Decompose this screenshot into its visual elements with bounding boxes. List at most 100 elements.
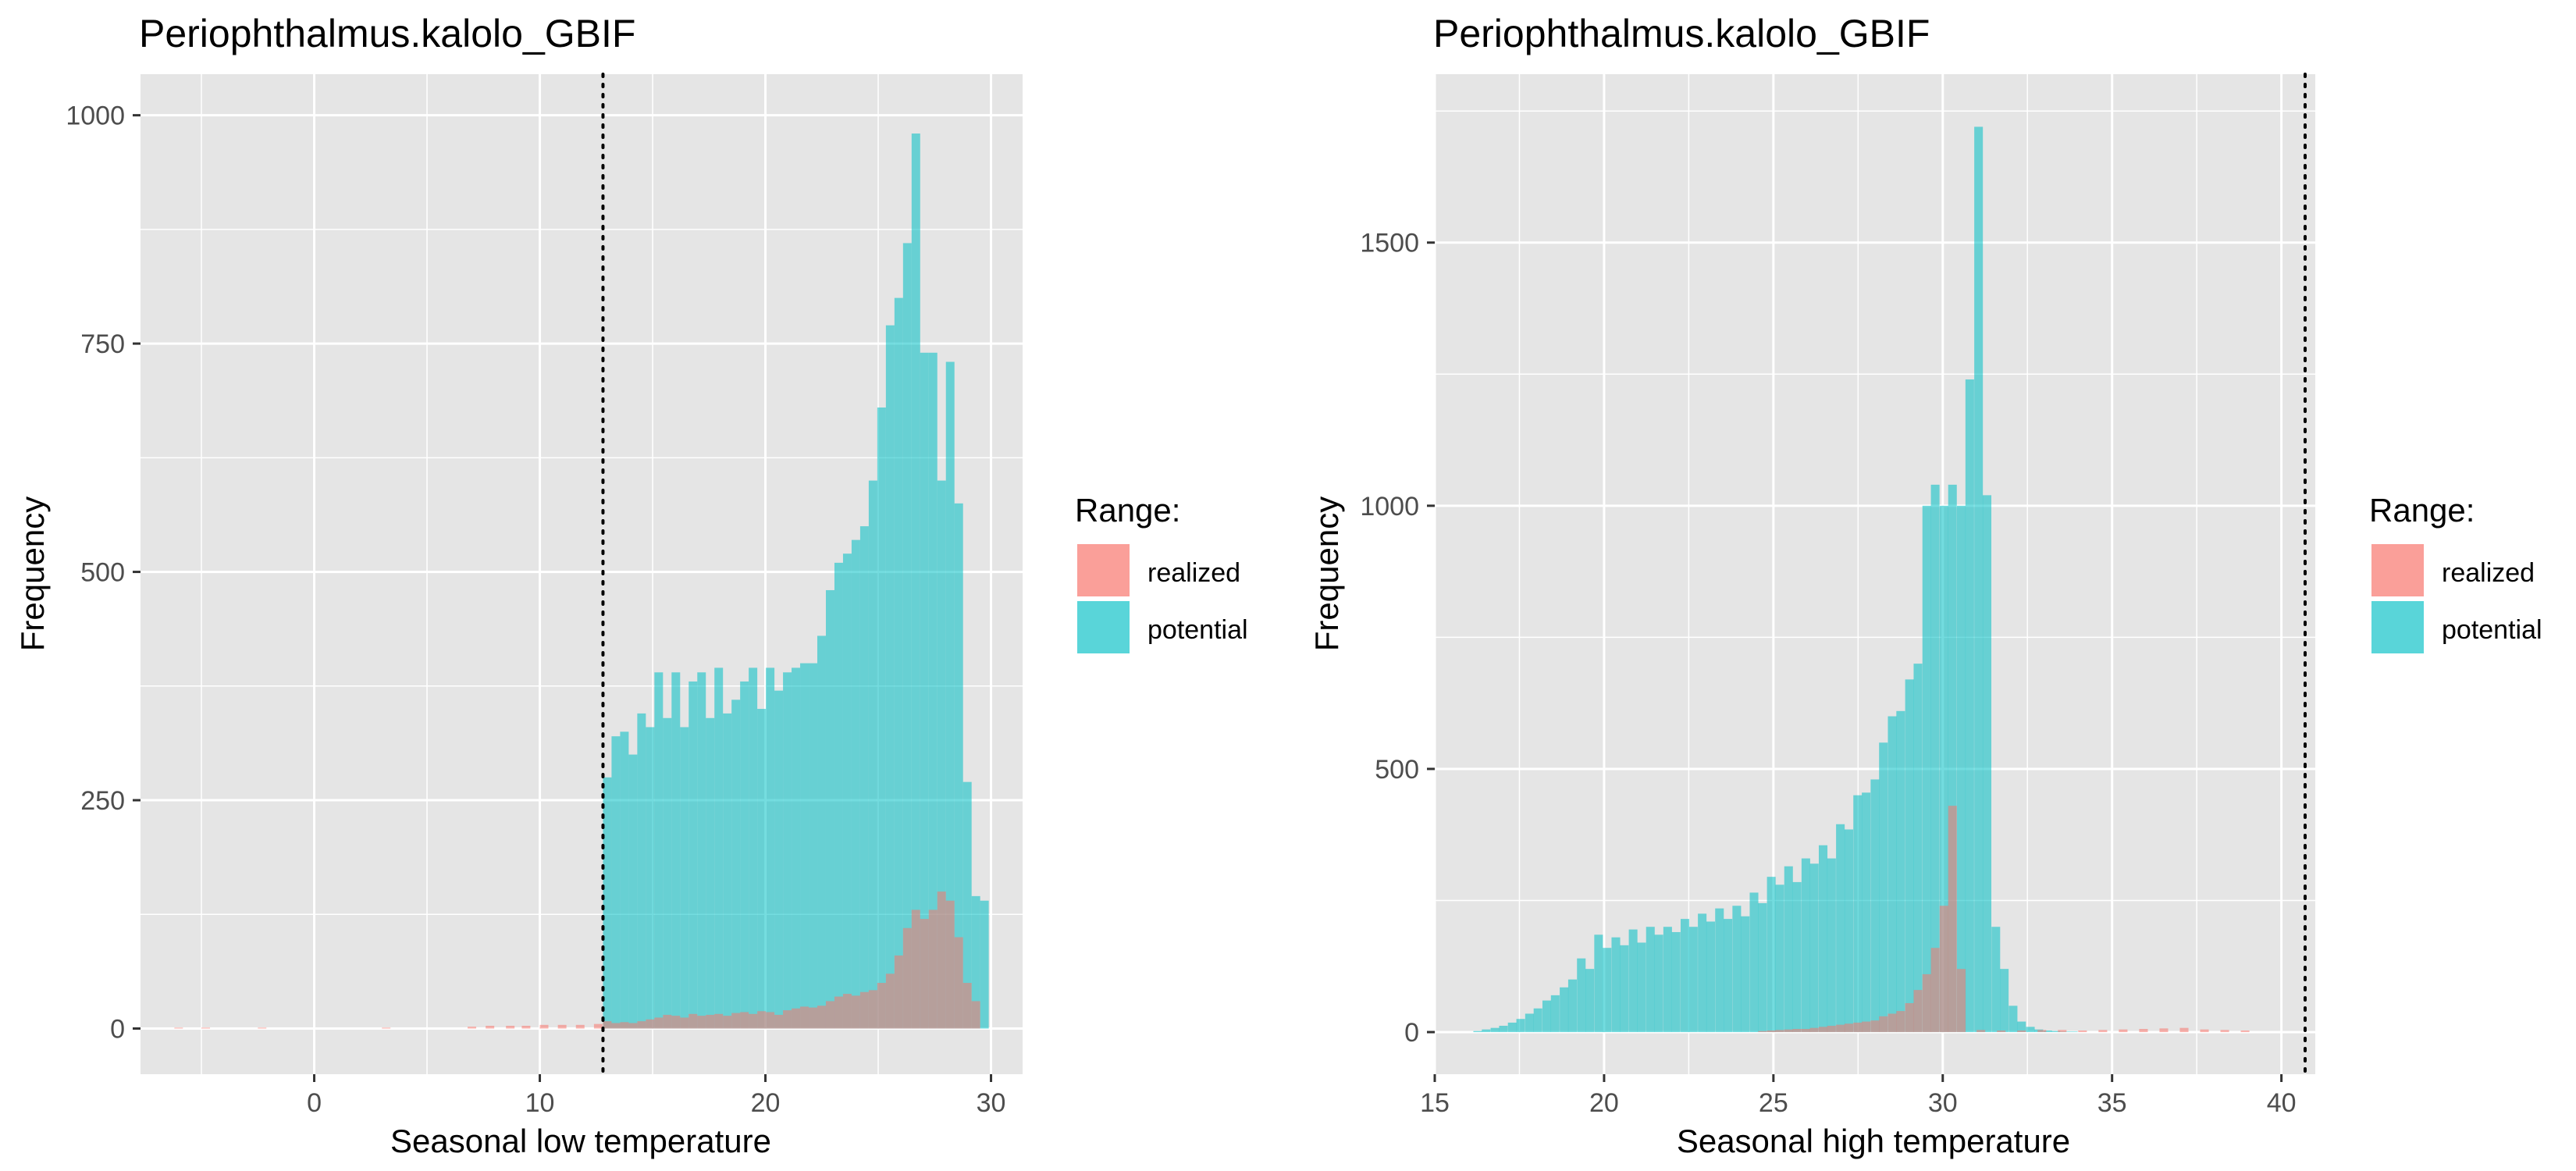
- bar-realized: [1862, 1021, 1871, 1033]
- bar-realized: [1930, 948, 1940, 1033]
- bar-potential: [1930, 484, 1940, 1033]
- bar-realized: [971, 1001, 980, 1029]
- legend-label-potential: potential: [2442, 615, 2542, 645]
- bar-realized: [1827, 1025, 1836, 1033]
- bar-realized: [1870, 1020, 1880, 1033]
- bar-potential: [740, 681, 749, 1029]
- bar-potential: [792, 667, 801, 1029]
- bar-realized: [201, 1027, 211, 1029]
- bar-realized: [1809, 1027, 1819, 1033]
- bar-realized: [680, 1017, 689, 1029]
- left-histogram: Periophthalmus.kalolo_GBIF 0 10 20 30 0 250 50…: [14, 12, 1023, 1159]
- bar-realized: [575, 1024, 585, 1029]
- bar-realized: [174, 1027, 183, 1029]
- axes: 0 10 20 30 0 250 500 750 1000: [66, 101, 1005, 1118]
- bar-potential: [1585, 969, 1595, 1033]
- bar-realized: [593, 1023, 603, 1029]
- bar-potential: [1982, 495, 1992, 1033]
- x-axis-title: Seasonal low temperature: [390, 1123, 771, 1159]
- bar-potential: [714, 667, 724, 1029]
- bar-potential: [1956, 505, 1966, 1033]
- bar-potential: [2043, 1030, 2052, 1033]
- bar-potential: [1507, 1022, 1517, 1033]
- bar-potential: [1844, 829, 1854, 1033]
- axes: 15 20 25 30 35 40 0 500 1000 1500: [1360, 229, 2296, 1118]
- bar-realized: [1792, 1029, 1802, 1033]
- bar-realized: [2240, 1030, 2250, 1033]
- bar-potential: [800, 663, 809, 1029]
- x-tick-label: 30: [1928, 1088, 1958, 1118]
- bar-potential: [2017, 1021, 2026, 1033]
- bar-potential: [1603, 948, 1612, 1033]
- bar-potential: [1965, 379, 1974, 1033]
- bar-potential: [1542, 1000, 1552, 1033]
- bar-realized: [825, 1001, 834, 1029]
- bar-potential: [671, 672, 681, 1029]
- bar-potential: [842, 553, 852, 1029]
- bar-potential: [2008, 1005, 2018, 1033]
- bar-potential: [1724, 919, 1733, 1033]
- bar-realized: [2159, 1028, 2169, 1033]
- bar-realized: [1853, 1022, 1863, 1033]
- legend-swatch-potential: [2371, 601, 2424, 653]
- bar-realized: [911, 909, 920, 1029]
- bar-realized: [1922, 973, 1931, 1033]
- bar-potential: [1888, 716, 1897, 1033]
- bar-realized: [809, 1007, 818, 1029]
- x-tick-label: 40: [2267, 1088, 2297, 1118]
- bar-realized: [2017, 1030, 2026, 1033]
- bars: [1473, 126, 2250, 1033]
- bar-realized: [757, 1011, 767, 1029]
- bar-realized: [1775, 1030, 1784, 1033]
- bar-realized: [842, 994, 852, 1029]
- bar-potential: [783, 672, 792, 1029]
- bar-realized: [1939, 906, 1948, 1033]
- legend-title: Range:: [1075, 492, 1180, 529]
- bar-realized: [2179, 1027, 2189, 1033]
- chart-title: Periophthalmus.kalolo_GBIF: [1433, 12, 1930, 55]
- y-tick-label: 1500: [1360, 229, 1419, 258]
- bar-potential: [1663, 927, 1672, 1033]
- bar-realized: [792, 1008, 801, 1029]
- bar-realized: [800, 1006, 809, 1029]
- bar-realized: [1801, 1029, 1810, 1033]
- bar-potential: [1533, 1008, 1542, 1033]
- bar-potential: [945, 361, 955, 1029]
- y-tick-label: 500: [1375, 755, 1419, 785]
- bar-realized: [723, 1016, 732, 1029]
- bar-potential: [1853, 795, 1863, 1033]
- bar-potential: [1732, 906, 1742, 1033]
- bar-realized: [2119, 1029, 2128, 1033]
- bar-realized: [611, 1023, 621, 1029]
- legend-swatch-realized: [1077, 544, 1130, 596]
- bar-potential: [2000, 969, 2009, 1033]
- bar-potential: [1862, 792, 1871, 1033]
- bar-realized: [859, 991, 869, 1029]
- bar-potential: [1715, 908, 1724, 1033]
- bar-potential: [920, 352, 929, 1029]
- bar-realized: [603, 1021, 612, 1029]
- bar-realized: [783, 1010, 792, 1029]
- bar-realized: [557, 1024, 567, 1029]
- bar-realized: [506, 1025, 515, 1029]
- bar-potential: [628, 754, 638, 1029]
- bar-potential: [688, 681, 698, 1029]
- bar-potential: [825, 589, 834, 1029]
- bar-potential: [1628, 929, 1638, 1033]
- bar-potential: [1974, 126, 1984, 1033]
- bar-potential: [971, 895, 980, 1029]
- bar-realized: [1913, 990, 1923, 1033]
- bar-potential: [757, 709, 767, 1029]
- bar-potential: [1577, 958, 1586, 1033]
- bar-realized: [851, 995, 860, 1029]
- chart-title: Periophthalmus.kalolo_GBIF: [139, 12, 635, 55]
- bar-potential: [1749, 892, 1759, 1033]
- legend-title: Range:: [2369, 492, 2475, 529]
- bar-realized: [646, 1019, 655, 1029]
- bar-realized: [937, 892, 946, 1029]
- bar-realized: [954, 937, 963, 1029]
- bar-potential: [1637, 942, 1646, 1033]
- bar-realized: [774, 1014, 784, 1029]
- bar-potential: [620, 731, 629, 1029]
- bar-potential: [1809, 863, 1819, 1033]
